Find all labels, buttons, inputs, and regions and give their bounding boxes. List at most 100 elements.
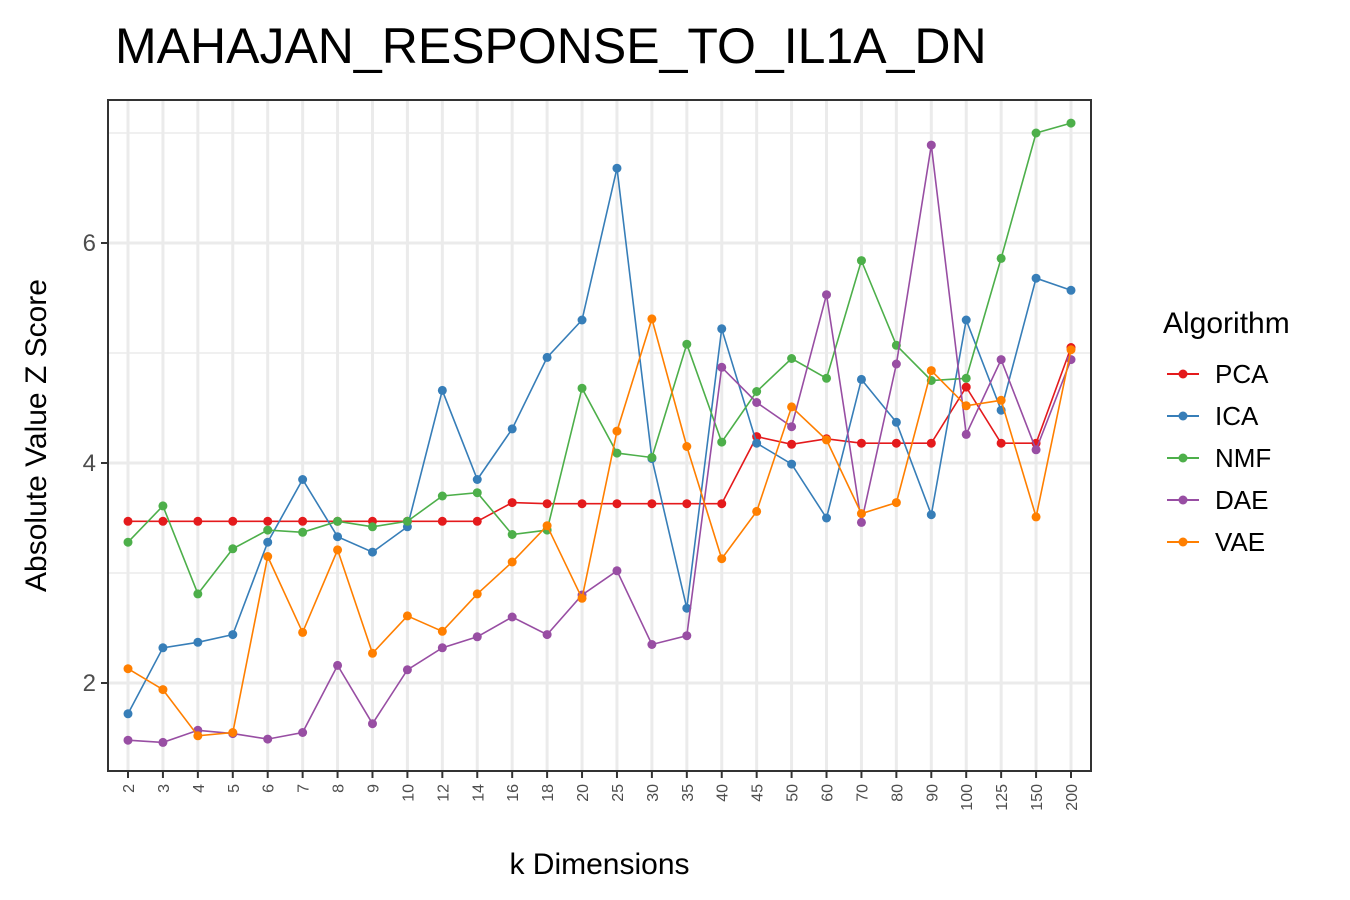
data-point-vae: [333, 545, 343, 555]
data-point-pca: [158, 516, 168, 526]
data-point-vae: [263, 552, 273, 561]
data-point-nmf: [647, 453, 657, 462]
data-point-vae: [647, 314, 657, 324]
data-point-vae: [612, 426, 622, 436]
series-nmf: [123, 118, 1076, 599]
x-tick-label: 10: [400, 784, 417, 802]
x-tick-label: 8: [331, 784, 348, 793]
x-tick-label: 150: [1029, 784, 1046, 811]
data-point-dae: [961, 429, 971, 439]
data-point-nmf: [367, 522, 377, 532]
data-point-ica: [263, 537, 273, 547]
data-point-dae: [402, 665, 412, 675]
data-point-dae: [333, 660, 343, 670]
series-line-vae: [127, 316, 1072, 737]
x-tick-label: 80: [889, 784, 906, 802]
data-point-nmf: [123, 537, 133, 547]
data-point-vae: [228, 728, 238, 737]
data-point-nmf: [193, 589, 203, 599]
data-point-pca: [263, 516, 273, 526]
y-axis: 2 4 6: [83, 230, 108, 697]
legend-key-point-dae: [1178, 495, 1188, 505]
data-point-pca: [123, 516, 133, 526]
data-point-nmf: [961, 373, 971, 383]
series-pca: [123, 343, 1076, 526]
legend: Algorithm PCA ICA NMF DAE VAE: [1163, 307, 1290, 557]
data-point-nmf: [298, 527, 308, 537]
data-point-pca: [647, 499, 657, 509]
x-tick-label: 90: [924, 784, 941, 802]
data-point-vae: [822, 435, 832, 445]
data-point-vae: [193, 731, 203, 741]
x-tick-label: 50: [785, 784, 802, 802]
x-tick-label: 200: [1064, 784, 1081, 811]
data-point-vae: [367, 648, 377, 658]
data-point-vae: [437, 626, 447, 636]
series-line-nmf: [127, 122, 1072, 596]
data-point-nmf: [752, 387, 762, 396]
data-point-nmf: [682, 339, 692, 349]
data-point-dae: [682, 631, 692, 641]
data-point-pca: [228, 516, 238, 526]
y-axis-title: Absolute Value Z Score: [20, 279, 53, 592]
data-point-ica: [298, 475, 308, 484]
data-point-ica: [1066, 285, 1076, 295]
data-point-nmf: [996, 253, 1006, 263]
data-point-pca: [298, 516, 308, 526]
data-point-pca: [193, 516, 203, 526]
data-point-nmf: [612, 448, 622, 458]
data-point-vae: [752, 506, 762, 516]
data-point-ica: [1031, 273, 1041, 283]
data-point-ica: [612, 163, 622, 173]
x-tick-label: 4: [191, 784, 208, 793]
data-point-dae: [542, 630, 552, 640]
data-point-vae: [787, 402, 797, 412]
x-tick-label: 25: [610, 784, 627, 802]
data-point-ica: [926, 510, 936, 520]
legend-label-vae: VAE: [1215, 527, 1265, 557]
data-point-dae: [717, 362, 727, 372]
data-point-pca: [682, 499, 692, 509]
data-point-dae: [1031, 445, 1041, 455]
legend-key-point-ica: [1178, 411, 1188, 421]
data-point-dae: [856, 517, 866, 527]
x-tick-label: 125: [994, 784, 1011, 811]
data-point-pca: [507, 498, 517, 508]
legend-label-pca: PCA: [1215, 359, 1269, 389]
x-tick-label: 40: [715, 784, 732, 802]
data-point-vae: [577, 593, 587, 603]
data-point-ica: [856, 374, 866, 384]
data-point-dae: [158, 737, 168, 747]
legend-items: PCA ICA NMF DAE VAE: [1167, 359, 1271, 557]
y-tick-label: 4: [83, 450, 96, 477]
x-tick-label: 70: [854, 784, 871, 802]
data-point-ica: [822, 513, 832, 523]
data-point-nmf: [333, 516, 343, 526]
data-point-dae: [926, 140, 936, 150]
x-tick-label: 12: [435, 784, 452, 802]
data-point-pca: [926, 438, 936, 448]
data-point-nmf: [1066, 118, 1076, 128]
x-tick-label: 100: [959, 784, 976, 811]
data-point-ica: [193, 637, 203, 647]
data-point-vae: [123, 664, 133, 674]
x-tick-label: 6: [261, 784, 278, 793]
data-point-dae: [437, 643, 447, 653]
data-point-ica: [123, 709, 133, 719]
data-point-pca: [577, 499, 587, 509]
x-axis-title: k Dimensions: [509, 848, 689, 881]
data-point-ica: [437, 385, 447, 395]
data-point-vae: [1066, 345, 1076, 355]
data-point-dae: [891, 359, 901, 369]
data-point-nmf: [437, 491, 447, 501]
data-point-dae: [752, 398, 762, 407]
x-tick-label: 5: [226, 784, 243, 793]
x-tick-label: 9: [365, 784, 382, 793]
data-point-ica: [228, 630, 238, 640]
x-tick-label: 20: [575, 784, 592, 802]
chart-title: MAHAJAN_RESPONSE_TO_IL1A_DN: [115, 18, 987, 74]
data-point-vae: [507, 557, 517, 567]
data-point-dae: [996, 355, 1006, 365]
data-point-vae: [926, 366, 936, 376]
legend-key-point-nmf: [1178, 453, 1188, 463]
